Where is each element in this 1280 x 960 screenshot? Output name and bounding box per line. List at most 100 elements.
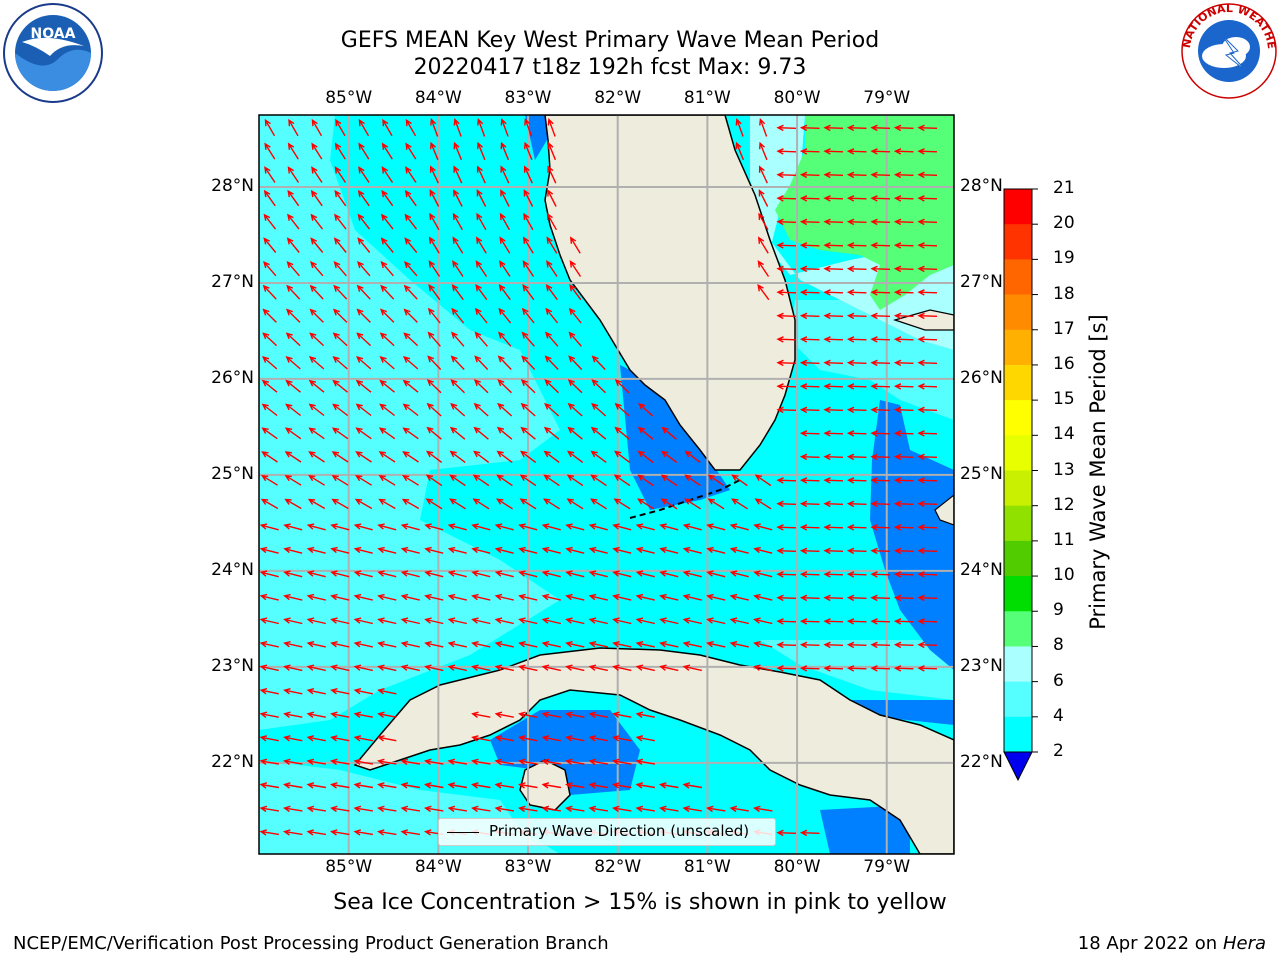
wave-direction-arrow xyxy=(612,570,632,578)
wave-direction-arrow xyxy=(353,570,373,578)
wave-direction-arrow xyxy=(402,379,419,393)
wave-direction-arrow xyxy=(776,218,797,226)
wave-direction-arrow xyxy=(400,805,421,813)
wave-direction-arrow xyxy=(521,331,535,347)
wave-direction-arrow xyxy=(497,379,512,394)
wave-direction-arrow xyxy=(334,213,347,230)
wave-direction-arrow xyxy=(425,474,443,487)
wave-direction-arrow xyxy=(333,237,347,253)
wave-direction-arrow xyxy=(917,265,938,273)
wave-direction-arrow xyxy=(659,570,679,578)
wave-direction-arrow xyxy=(518,523,538,531)
wave-direction-arrow xyxy=(566,498,584,510)
wave-direction-arrow xyxy=(682,523,702,531)
wave-direction-arrow xyxy=(381,166,394,183)
wave-direction-arrow xyxy=(284,474,302,486)
wave-direction-arrow xyxy=(545,307,559,324)
wave-direction-arrow xyxy=(261,379,278,393)
wave-direction-arrow xyxy=(661,426,677,440)
colorbar-label: 15 xyxy=(1053,389,1075,410)
wave-direction-arrow xyxy=(799,641,820,649)
wave-direction-arrow xyxy=(541,546,561,554)
wave-direction-arrow xyxy=(403,284,418,300)
florida-land xyxy=(544,115,796,471)
wave-direction-arrow xyxy=(330,641,350,648)
wave-direction-arrow xyxy=(380,284,395,300)
wave-direction-arrow xyxy=(846,665,867,672)
wave-direction-arrow xyxy=(706,570,726,578)
wave-direction-arrow xyxy=(870,148,891,155)
wave-direction-arrow xyxy=(330,782,350,789)
wave-direction-arrow xyxy=(588,664,608,672)
wave-direction-arrow xyxy=(259,735,279,742)
wave-direction-arrow xyxy=(541,711,561,718)
wave-direction-arrow xyxy=(565,664,585,672)
wave-direction-arrow xyxy=(612,617,632,625)
wave-direction-arrow xyxy=(544,355,559,370)
wave-direction-arrow xyxy=(306,758,327,765)
wave-direction-arrow xyxy=(614,450,631,463)
wave-direction-arrow xyxy=(893,641,914,649)
wave-direction-arrow xyxy=(354,498,373,510)
wave-direction-arrow xyxy=(591,355,606,370)
wave-direction-arrow xyxy=(424,546,444,554)
wave-direction-arrow xyxy=(471,617,491,625)
wave-direction-arrow xyxy=(846,547,867,555)
wave-direction-arrow xyxy=(453,189,463,207)
wave-direction-arrow xyxy=(404,189,417,207)
wave-direction-arrow xyxy=(823,547,844,555)
wave-direction-arrow xyxy=(682,570,702,578)
wave-direction-arrow xyxy=(870,312,891,320)
wave-direction-arrow xyxy=(846,500,867,508)
wave-direction-arrow xyxy=(776,641,797,649)
wave-direction-arrow xyxy=(353,593,373,601)
wave-direction-arrow xyxy=(477,141,486,161)
wave-direction-arrow xyxy=(262,284,277,300)
wave-direction-arrow xyxy=(635,570,655,578)
wave-direction-arrow xyxy=(377,617,397,625)
wave-direction-arrow xyxy=(494,664,514,672)
wave-direction-arrow xyxy=(543,474,560,487)
wave-direction-arrow xyxy=(494,641,514,648)
wave-direction-arrow xyxy=(518,782,538,789)
wave-direction-arrow xyxy=(496,426,513,440)
wave-direction-arrow xyxy=(893,312,914,320)
wave-direction-arrow xyxy=(475,260,488,277)
wave-direction-arrow xyxy=(776,406,797,414)
wave-direction-arrow xyxy=(568,307,582,324)
map-area xyxy=(259,115,954,854)
wave-direction-arrow xyxy=(729,641,749,648)
wave-direction-arrow xyxy=(427,331,441,347)
wave-direction-arrow xyxy=(402,403,419,417)
wave-direction-arrow xyxy=(471,782,491,789)
wave-direction-arrow xyxy=(706,617,726,625)
wave-direction-arrow xyxy=(430,141,439,161)
nws-logo-icon: NATIONAL WEATHER SERVICE xyxy=(1178,1,1278,99)
wave-direction-arrow xyxy=(499,260,511,277)
colorbar-label: 20 xyxy=(1053,213,1075,234)
colorbar-label: 4 xyxy=(1053,705,1064,726)
wave-direction-arrow xyxy=(706,593,726,601)
wave-direction-arrow xyxy=(917,336,938,343)
wave-direction-arrow xyxy=(400,523,420,531)
wave-direction-arrow xyxy=(355,474,372,486)
wave-direction-arrow xyxy=(283,593,303,601)
wave-direction-arrow xyxy=(311,118,323,137)
wave-direction-arrow xyxy=(823,312,844,320)
wave-direction-arrow xyxy=(682,664,702,672)
wave-direction-arrow xyxy=(544,402,560,417)
colorbar-label: 9 xyxy=(1053,600,1064,621)
wave-direction-arrow xyxy=(546,260,558,277)
wave-direction-arrow xyxy=(259,711,279,718)
wave-direction-arrow xyxy=(518,735,538,742)
wave-direction-arrow xyxy=(823,148,844,155)
wave-direction-arrow xyxy=(565,782,585,789)
lat-tick-label-right: 24°N xyxy=(960,559,1003,580)
wave-direction-arrow xyxy=(729,593,749,601)
wave-direction-arrow xyxy=(846,124,867,132)
wave-direction-arrow xyxy=(330,805,350,813)
lon-tick-label-top: 81°W xyxy=(683,88,731,108)
lat-tick-label-left: 24°N xyxy=(211,559,254,580)
wave-direction-arrow xyxy=(565,805,585,813)
wave-direction-arrow xyxy=(498,307,512,324)
